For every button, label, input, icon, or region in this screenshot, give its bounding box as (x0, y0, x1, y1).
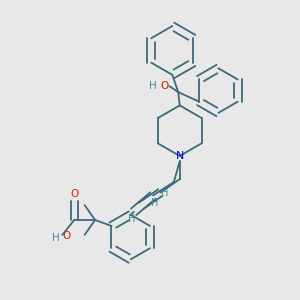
Text: H: H (161, 188, 169, 198)
Text: H: H (151, 198, 158, 208)
Text: O: O (70, 189, 78, 199)
Text: N: N (176, 151, 184, 161)
Text: O: O (160, 81, 168, 91)
Text: H: H (128, 214, 136, 224)
Text: O: O (62, 231, 70, 241)
Text: H: H (52, 233, 60, 243)
Text: H: H (149, 81, 157, 91)
